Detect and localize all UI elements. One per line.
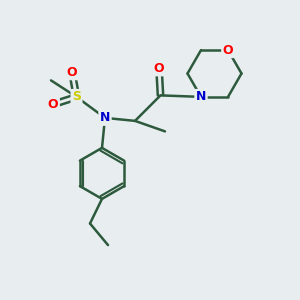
Text: N: N: [196, 90, 206, 104]
Text: N: N: [100, 111, 110, 124]
Text: O: O: [48, 98, 58, 111]
Text: O: O: [154, 62, 164, 75]
Text: S: S: [72, 90, 81, 104]
Text: O: O: [223, 44, 233, 57]
Text: O: O: [67, 66, 77, 79]
